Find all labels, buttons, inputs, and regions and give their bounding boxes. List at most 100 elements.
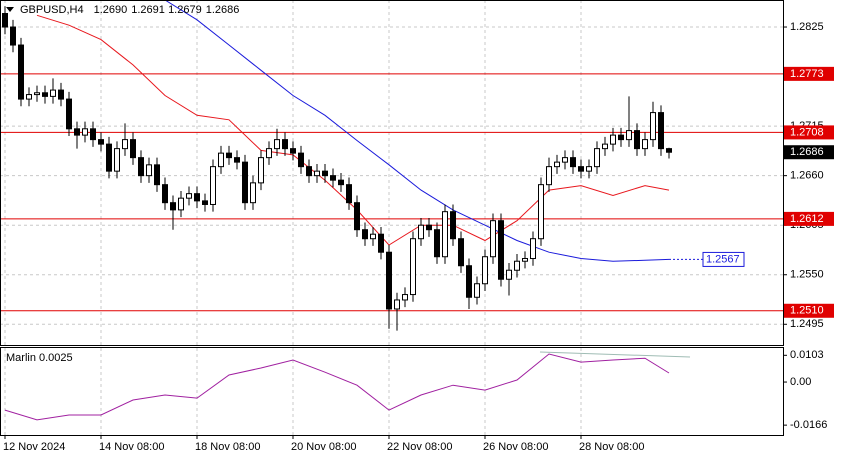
candle-body bbox=[338, 179, 344, 186]
candle-body bbox=[66, 98, 72, 130]
level-label-box bbox=[784, 303, 834, 318]
high-value: 1.2691 bbox=[131, 4, 165, 16]
candle-body bbox=[666, 148, 672, 153]
x-tick-label: 28 Nov 08:00 bbox=[579, 441, 644, 453]
candle-body bbox=[506, 269, 512, 280]
candle-body bbox=[538, 184, 544, 240]
candle-body bbox=[602, 143, 608, 150]
candle-body bbox=[546, 166, 552, 186]
candle-body bbox=[146, 164, 152, 177]
candle-body bbox=[562, 157, 568, 163]
candle-body bbox=[498, 220, 504, 280]
candle-body bbox=[650, 112, 656, 141]
candle-body bbox=[610, 134, 616, 145]
candle-body bbox=[290, 148, 296, 154]
indicator-frame bbox=[0, 347, 784, 436]
candle-body bbox=[186, 193, 192, 199]
candle-body bbox=[626, 130, 632, 141]
candle-body bbox=[210, 166, 216, 205]
candle-body bbox=[162, 184, 168, 204]
candle-body bbox=[378, 233, 384, 253]
candle-body bbox=[138, 157, 144, 177]
candle-body bbox=[106, 143, 112, 172]
candle-body bbox=[394, 299, 400, 310]
x-tick-label: 12 Nov 2024 bbox=[3, 441, 65, 453]
candle-body bbox=[98, 139, 104, 145]
indicator-y-tick-label: 0.00 bbox=[790, 376, 811, 388]
moving-average bbox=[164, 0, 670, 262]
candle-body bbox=[362, 229, 368, 240]
y-tick-label: 1.2825 bbox=[790, 21, 824, 33]
candle-body bbox=[250, 182, 256, 204]
x-tick-label: 14 Nov 08:00 bbox=[99, 441, 164, 453]
labels: 1.28251.27151.26601.26051.25501.24950.01… bbox=[3, 21, 834, 453]
low-value: 1.2679 bbox=[168, 4, 202, 16]
candle-body bbox=[74, 128, 80, 136]
candle-body bbox=[58, 89, 64, 100]
level-label: 1.2612 bbox=[790, 213, 824, 225]
chart-header: GBPUSD,H4 1.2690 1.2691 1.2679 1.2686 bbox=[20, 4, 239, 16]
last-price-box bbox=[784, 145, 834, 160]
candle-body bbox=[122, 139, 128, 150]
last-price-label: 1.2686 bbox=[790, 146, 824, 158]
indicator-title: Marlin 0.0025 bbox=[6, 352, 73, 364]
level-label-box bbox=[784, 66, 834, 81]
marks bbox=[0, 0, 783, 421]
candle-body bbox=[634, 130, 640, 150]
candle-body bbox=[434, 229, 440, 258]
candle-body bbox=[218, 152, 224, 168]
candle-body bbox=[442, 211, 448, 258]
candle-body bbox=[258, 157, 264, 184]
x-tick-label: 20 Nov 08:00 bbox=[291, 441, 356, 453]
candle-body bbox=[234, 157, 240, 163]
candle-body bbox=[522, 258, 528, 262]
symbol: GBPUSD,H4 bbox=[20, 4, 84, 16]
candle-body bbox=[314, 170, 320, 177]
candle-body bbox=[202, 200, 208, 205]
candle-body bbox=[482, 256, 488, 285]
candle-body bbox=[386, 251, 392, 310]
level-label: 1.2708 bbox=[790, 126, 824, 138]
ma-label-box bbox=[702, 251, 745, 267]
candle-body bbox=[570, 157, 576, 168]
main-frame bbox=[0, 0, 784, 346]
candle-body bbox=[418, 224, 424, 240]
candle-body bbox=[514, 260, 520, 271]
candle-body bbox=[578, 166, 584, 172]
candle-body bbox=[266, 148, 272, 159]
candle-body bbox=[178, 197, 184, 211]
candle-body bbox=[594, 148, 600, 168]
candle-body bbox=[474, 283, 480, 298]
menu-arrow bbox=[6, 7, 14, 12]
candle-body bbox=[154, 164, 160, 186]
close-value: 1.2686 bbox=[206, 4, 240, 16]
level-label-box bbox=[784, 211, 834, 226]
candle-body bbox=[130, 139, 136, 159]
candle-body bbox=[618, 134, 624, 141]
level-label: 1.2773 bbox=[790, 68, 824, 80]
candle-body bbox=[642, 139, 648, 150]
candle-body bbox=[26, 94, 32, 100]
candle-body bbox=[370, 233, 376, 240]
candle-body bbox=[450, 211, 456, 240]
candle-body bbox=[10, 26, 16, 46]
x-tick-label: 18 Nov 08:00 bbox=[195, 441, 260, 453]
candle-body bbox=[34, 92, 40, 96]
candle-body bbox=[242, 161, 248, 204]
candle-body bbox=[658, 112, 664, 150]
candle-body bbox=[42, 92, 48, 97]
candle-body bbox=[354, 202, 360, 231]
candle-body bbox=[82, 128, 88, 136]
y-tick-label: 1.2550 bbox=[790, 269, 824, 281]
candle-body bbox=[226, 152, 232, 159]
candle-body bbox=[194, 193, 200, 202]
candle-body bbox=[306, 166, 312, 177]
x-tick-label: 26 Nov 08:00 bbox=[483, 441, 548, 453]
candle-body bbox=[170, 202, 176, 211]
indicator-line bbox=[4, 353, 670, 421]
candle-body bbox=[466, 265, 472, 298]
y-tick-label: 1.2660 bbox=[790, 170, 824, 182]
candle-body bbox=[530, 238, 536, 260]
candle-body bbox=[18, 44, 24, 100]
